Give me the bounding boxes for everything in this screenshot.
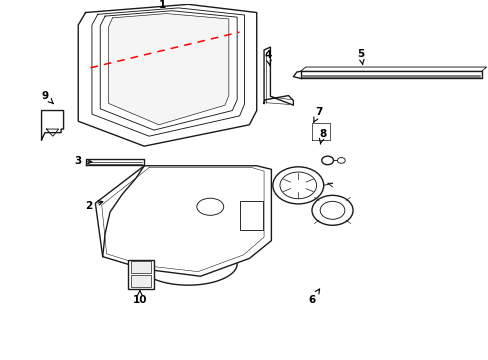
Text: 8: 8: [319, 129, 325, 144]
Polygon shape: [85, 159, 144, 165]
Text: 6: 6: [308, 289, 319, 305]
Circle shape: [320, 201, 344, 219]
Polygon shape: [95, 166, 271, 276]
Circle shape: [321, 156, 333, 165]
Polygon shape: [92, 8, 244, 136]
Text: 1: 1: [159, 0, 166, 14]
Text: 9: 9: [41, 91, 53, 104]
Circle shape: [280, 172, 316, 199]
Text: 3: 3: [75, 156, 92, 166]
Ellipse shape: [196, 198, 223, 215]
Circle shape: [272, 167, 323, 204]
Text: 2: 2: [85, 201, 102, 211]
Bar: [130, 275, 151, 287]
Polygon shape: [108, 14, 228, 125]
Text: 4: 4: [264, 50, 271, 66]
Bar: [128, 260, 153, 289]
Polygon shape: [78, 4, 256, 146]
Polygon shape: [264, 47, 293, 105]
Bar: [239, 201, 263, 230]
Circle shape: [337, 158, 345, 163]
Circle shape: [311, 195, 352, 225]
Text: 5: 5: [357, 49, 364, 65]
Polygon shape: [300, 67, 486, 71]
Text: 7: 7: [313, 107, 322, 123]
Text: 10: 10: [132, 289, 147, 305]
Polygon shape: [41, 111, 63, 140]
Polygon shape: [300, 71, 481, 78]
Bar: [130, 261, 151, 273]
